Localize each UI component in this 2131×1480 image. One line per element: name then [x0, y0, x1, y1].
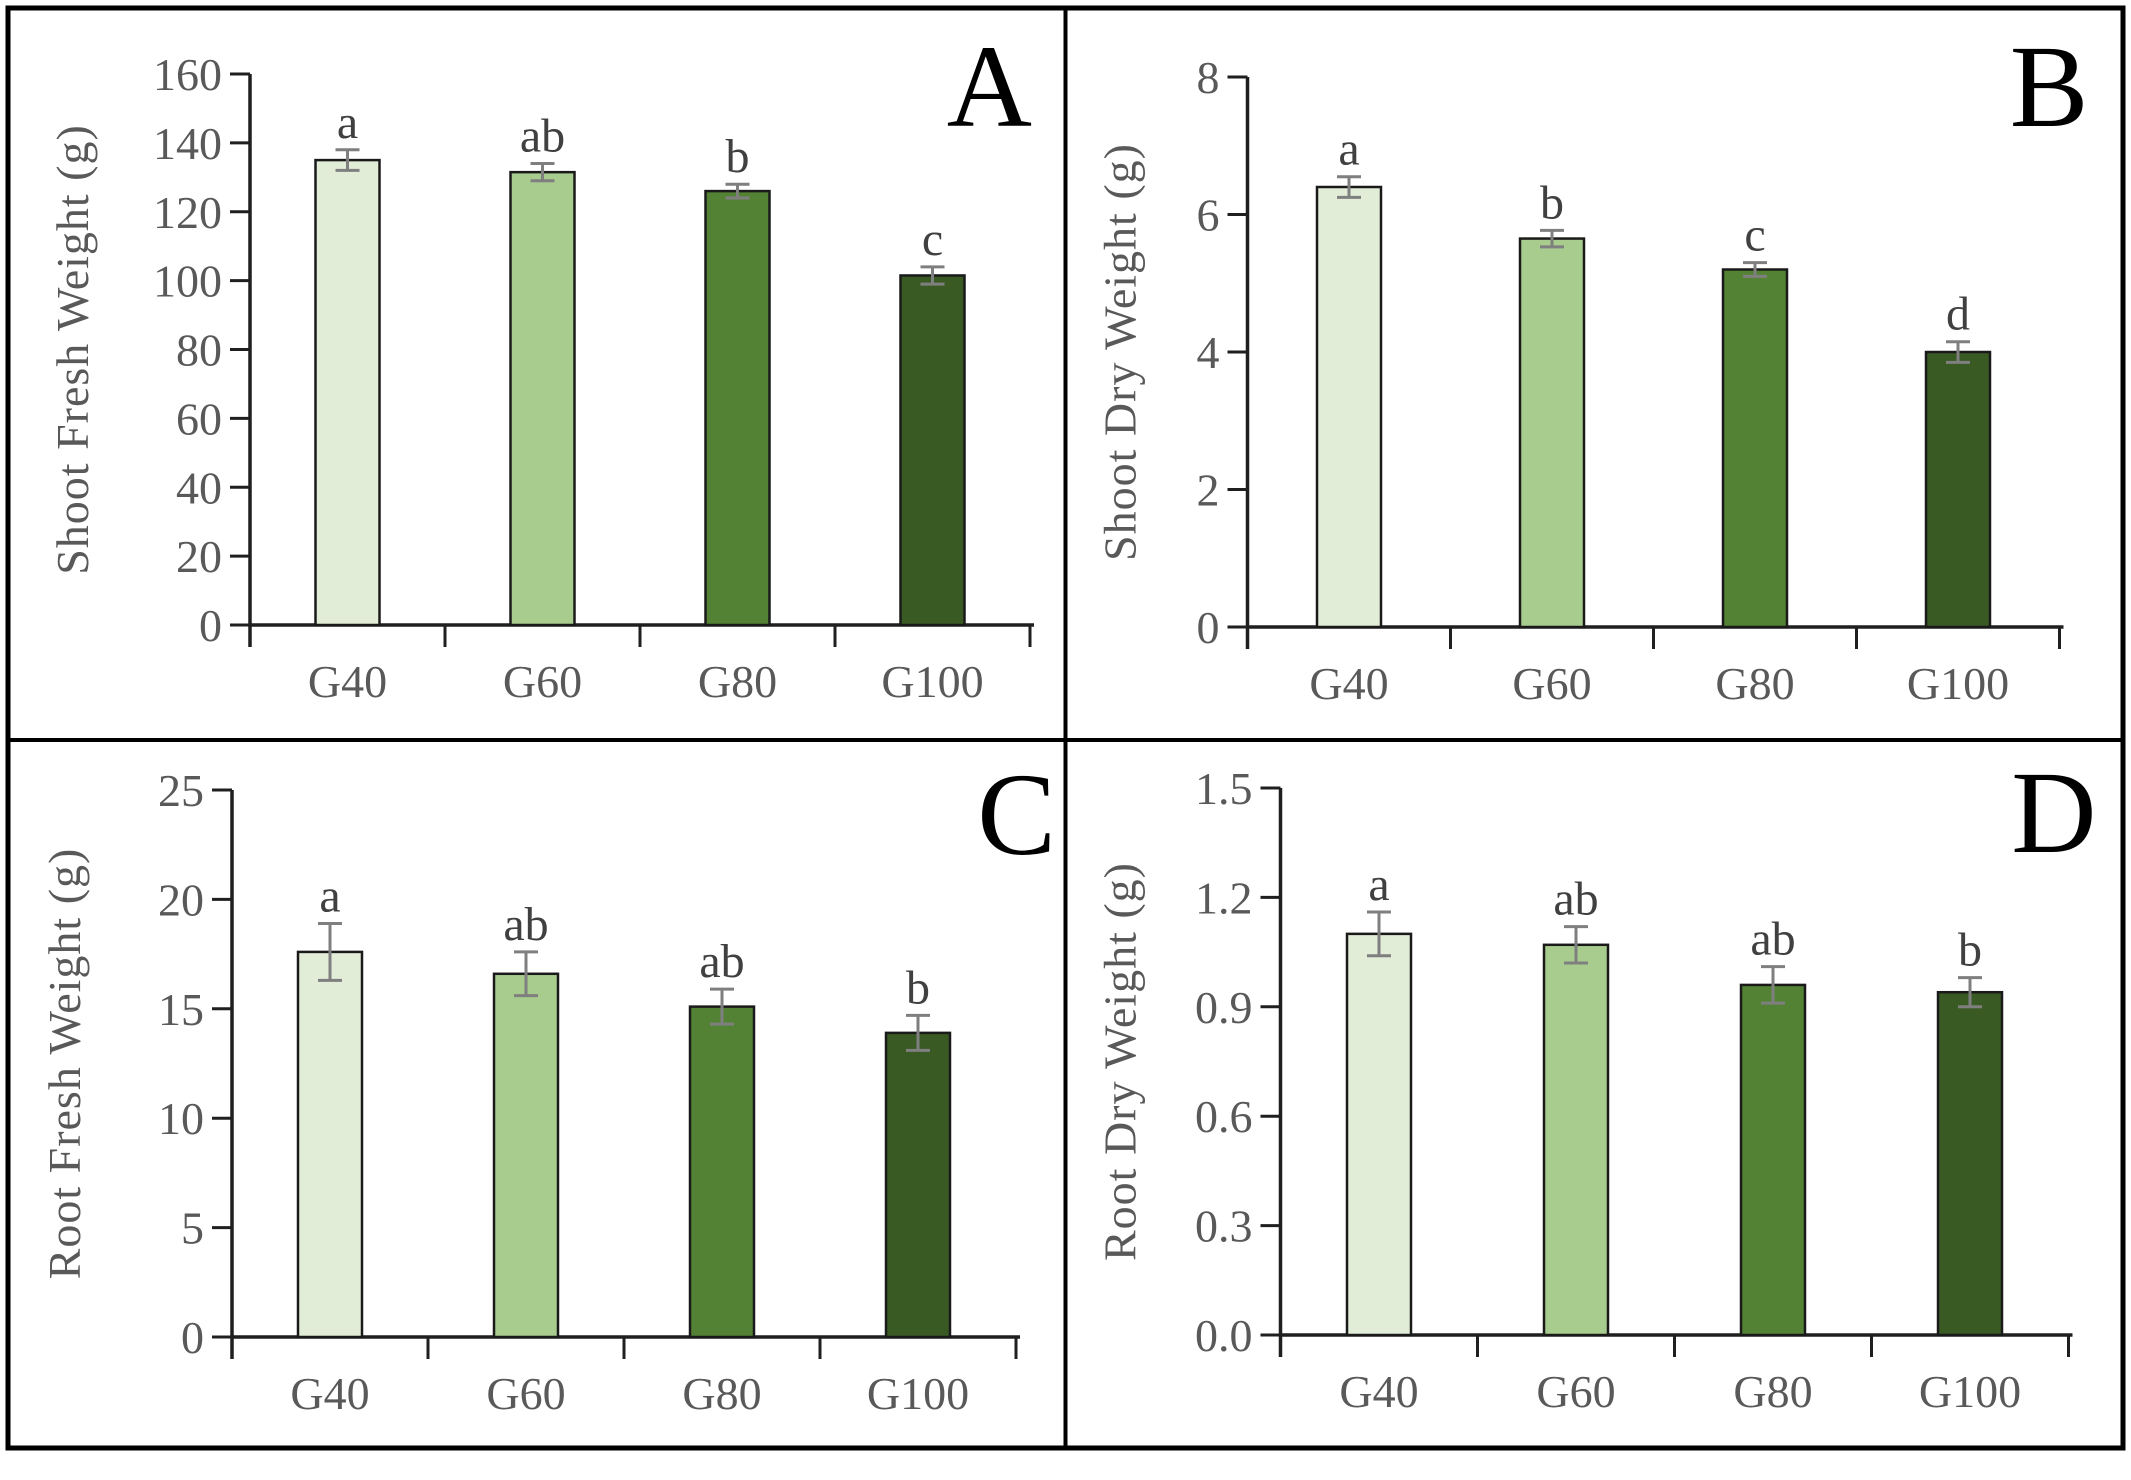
bar-g60: [509, 170, 576, 627]
category-label: G80: [1715, 658, 1794, 709]
bar-g80: [688, 1005, 756, 1339]
y-tick-label: 160: [153, 49, 222, 100]
category-label: G40: [308, 656, 387, 707]
sig-letter: c: [922, 213, 943, 266]
sig-letter: ab: [1553, 873, 1598, 926]
category-label: G40: [1309, 658, 1388, 709]
y-tick-label: 100: [153, 256, 222, 307]
bar-g80: [704, 189, 771, 627]
y-tick-label: 1.2: [1195, 872, 1253, 923]
sig-letter: b: [1958, 924, 1982, 977]
y-tick-label: 0.9: [1195, 982, 1253, 1033]
category-label: G80: [1733, 1366, 1812, 1417]
y-tick-label: 20: [176, 531, 222, 582]
y-axis-title: Root Fresh Weight (g): [39, 848, 90, 1280]
sig-letter: ab: [520, 110, 565, 163]
bar-g100: [1936, 990, 2004, 1337]
y-tick-label: 0.0: [1195, 1310, 1253, 1361]
panel-a: 0 20 40 60 80 100 120 140 160 a G40 ab G60 b G80 c G100 S…: [47, 21, 1034, 707]
bar-g100: [1924, 350, 1992, 629]
sig-letter: ab: [1750, 913, 1795, 966]
bar-g100: [899, 274, 966, 627]
category-label: G80: [682, 1368, 761, 1419]
sig-letter: ab: [503, 898, 548, 951]
y-tick-label: 60: [176, 393, 222, 444]
sig-letter: a: [1368, 858, 1389, 911]
sig-letter: a: [319, 869, 340, 922]
y-tick-label: 15: [158, 984, 204, 1035]
panel-d: 0.0 0.3 0.6 0.9 1.2 1.5 a G40 ab G60 ab G80 b G100 Roo…: [1095, 747, 2097, 1417]
y-tick-label: 0: [181, 1312, 204, 1363]
panel-c: 0 5 10 15 20 25 a G40 ab G60 ab G80 b G100 Root Fresh …: [39, 749, 1056, 1419]
y-tick-label: 4: [1197, 327, 1220, 378]
panel-letter-c: C: [977, 749, 1056, 880]
y-tick-label: 8: [1197, 52, 1220, 103]
sig-letter: ab: [699, 935, 744, 988]
sig-letter: b: [726, 130, 750, 183]
category-label: G100: [1907, 658, 2009, 709]
y-tick-label: 0.3: [1195, 1201, 1253, 1252]
category-label: G40: [1339, 1366, 1418, 1417]
y-axis-title: Root Dry Weight (g): [1095, 862, 1146, 1261]
sig-letter: c: [1744, 209, 1765, 262]
y-tick-label: 140: [153, 118, 222, 169]
y-tick-label: 20: [158, 874, 204, 925]
y-axis-title: Shoot Fresh Weight (g): [47, 124, 98, 575]
category-label: G80: [698, 656, 777, 707]
bar-g40: [296, 950, 364, 1339]
category-label: G60: [503, 656, 582, 707]
bar-g80: [1721, 268, 1789, 629]
y-tick-label: 0: [1197, 602, 1220, 653]
category-label: G100: [867, 1368, 969, 1419]
y-tick-label: 1.5: [1195, 763, 1253, 814]
sig-letter: d: [1946, 288, 1970, 341]
y-tick-label: 25: [158, 765, 204, 816]
bar-g40: [314, 158, 381, 627]
sig-letter: b: [1540, 176, 1564, 229]
category-label: G60: [486, 1368, 565, 1419]
y-tick-label: 6: [1197, 190, 1220, 241]
category-label: G60: [1536, 1366, 1615, 1417]
panel-b: 0 2 4 6 8 a G40 b G60 c G80 d G100 Shoot Dry Weight (…: [1095, 21, 2089, 709]
y-tick-label: 0: [199, 600, 222, 651]
sig-letter: a: [337, 96, 358, 149]
category-label: G100: [881, 656, 983, 707]
y-tick-label: 10: [158, 1093, 204, 1144]
sig-letter: b: [906, 961, 930, 1014]
panel-letter-d: D: [2011, 747, 2096, 878]
bar-g60: [492, 972, 560, 1339]
y-tick-label: 120: [153, 187, 222, 238]
y-tick-label: 5: [181, 1203, 204, 1254]
bar-g40: [1345, 932, 1413, 1337]
y-tick-label: 0.6: [1195, 1091, 1253, 1142]
sig-letter: a: [1338, 123, 1359, 176]
bar-g60: [1518, 237, 1586, 629]
panel-letter-b: B: [2010, 21, 2089, 152]
bar-g60: [1542, 943, 1610, 1337]
y-axis-title: Shoot Dry Weight (g): [1095, 143, 1146, 561]
panel-letter-a: A: [947, 21, 1032, 152]
bar-g100: [884, 1031, 952, 1339]
bar-g40: [1315, 185, 1383, 629]
category-label: G60: [1512, 658, 1591, 709]
bar-g80: [1739, 983, 1807, 1337]
category-label: G40: [290, 1368, 369, 1419]
y-tick-label: 2: [1197, 465, 1220, 516]
y-tick-label: 80: [176, 325, 222, 376]
category-label: G100: [1919, 1366, 2021, 1417]
y-tick-label: 40: [176, 462, 222, 513]
